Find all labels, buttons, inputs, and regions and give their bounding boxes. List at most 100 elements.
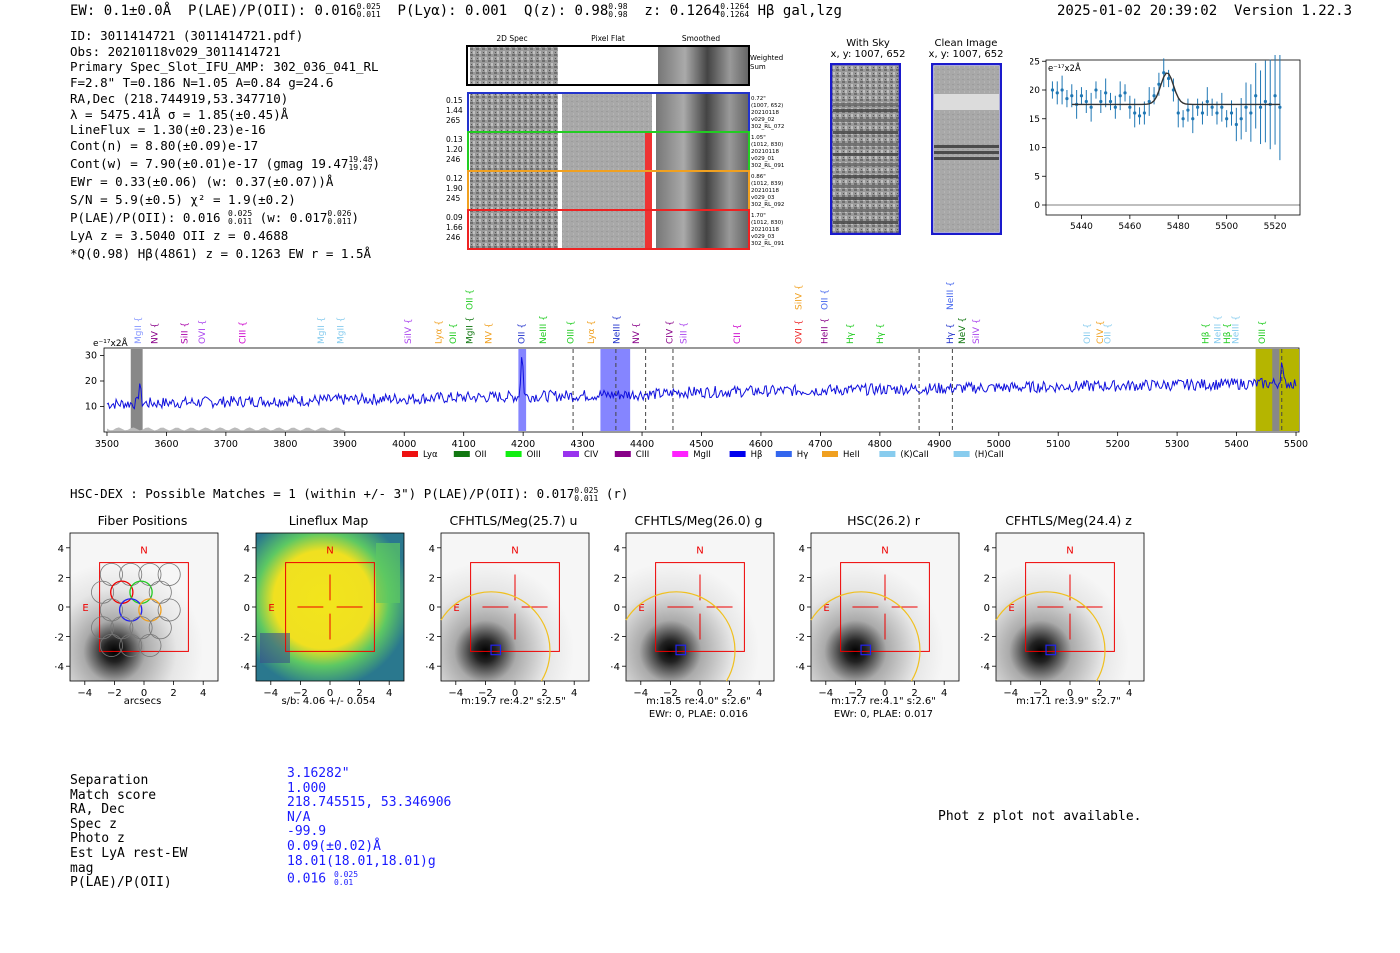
cutout-right-label: 1.05" — [751, 135, 766, 141]
panel-image: 4 2 0 −2 −4 −4 −2 0 2 4 N E — [611, 532, 775, 699]
ellipse-arc — [995, 591, 1106, 682]
tbl-val-matchscore: 1.000 — [287, 780, 327, 796]
tbl-mag: mag — [70, 860, 94, 876]
spec-xtick-label: 4200 — [511, 439, 535, 450]
clean-band — [934, 157, 999, 160]
zoom-xtick-label: 5520 — [1264, 222, 1287, 232]
tbl-val-radec: 218.745515, 53.346906 — [287, 795, 452, 811]
zoom-point — [1273, 94, 1277, 98]
zoom-point — [1070, 94, 1074, 98]
info-plae-lo: 0.011 — [228, 217, 253, 227]
noise-floor — [106, 427, 345, 431]
info-contn: Cont(n) = 8.80(±0.09)e-17 — [70, 137, 259, 153]
spec-xtick-label: 4800 — [868, 439, 892, 450]
spec-xtick-label: 4000 — [392, 439, 416, 450]
cutout-right-label: 302_RL_072 — [751, 124, 784, 130]
info-plae-row: P(LAE)/P(OII): 0.016 0.025 0.011 (w: 0.01… — [70, 210, 380, 227]
panel-title: CFHTLS/Meg(24.4) z — [1005, 513, 1132, 528]
line-label: MgII { — [317, 317, 327, 344]
panel-ytick-label: 0 — [799, 603, 805, 614]
spec-ytick-label: 20 — [85, 376, 97, 387]
cutout-gap — [558, 133, 562, 170]
legend-swatch — [729, 451, 746, 457]
legend-label: Hγ — [797, 450, 808, 460]
clean-band — [934, 151, 999, 154]
zoom-point — [1196, 105, 1200, 109]
panel-xtick-label: −4 — [1003, 688, 1018, 699]
header-qz-lo: 0.98 — [608, 10, 628, 19]
line-label: Hγ { — [846, 323, 856, 344]
info-plae-w-lo: 0.011 — [327, 217, 352, 227]
panel-caption-2: EWr: 0, PLAE: 0.017 — [833, 709, 934, 720]
aperture-box — [285, 562, 375, 652]
spectrum-yticks: 30 20 10 — [85, 351, 104, 413]
line-label: SiII { — [180, 322, 190, 344]
spectrum-legend: Lyα OII OIII CIV CIII MgII Hβ Hγ HeII (K)CaII (H)C… — [402, 450, 1004, 460]
zoom-ytick-label: 0 — [1034, 201, 1040, 211]
line-label: SiIV { — [404, 318, 414, 344]
tbl-specz: Spec z — [70, 816, 117, 832]
info-sn: S/N = 5.9(±0.5) χ² = 1.9(±0.2) — [70, 191, 296, 207]
zoom-point — [1157, 82, 1161, 86]
panel-caption: s/b: 4.06 +/- 0.054 — [281, 696, 376, 707]
zoom-xtick-label: 5460 — [1118, 222, 1141, 232]
clean-xy: x, y: 1007, 652 — [928, 49, 1004, 60]
panel-image-bg — [440, 532, 590, 682]
cutout-2d — [470, 133, 558, 170]
cutout-right-label: v029_03 — [751, 234, 775, 240]
info-plae-w: (w: 0.017 — [259, 209, 328, 225]
aperture-box — [1025, 562, 1115, 652]
info-contw-lo: 19.47 — [348, 163, 373, 173]
image-panel: CFHTLS/Meg(25.7) u 4 2 0 −2 −4 −4 −2 0 2 4 N Em:19.7… — [426, 511, 601, 711]
legend-swatch — [953, 451, 970, 457]
cutout-right-label: 20210118 — [751, 149, 779, 155]
tbl-plae: P(LAE)/P(OII) — [70, 875, 172, 891]
info-contw-hi: 19.48 — [348, 155, 373, 165]
tbl-photoz: Photo z — [70, 831, 125, 847]
zoom-xtick-label: 5500 — [1215, 222, 1238, 232]
panel-ytick-label: 2 — [799, 573, 805, 584]
panel-ytick-label: −4 — [241, 662, 250, 673]
cutout-right-label: 1.70" — [751, 213, 766, 219]
cutout-left-label: 246 — [446, 233, 461, 242]
zoom-point — [1128, 105, 1132, 109]
panel-image: 4 2 0 −2 −4 −4 −2 0 2 4 N E — [55, 532, 219, 699]
spec-xtick-label: 4500 — [689, 439, 713, 450]
panel-xtick-label: 4 — [571, 688, 577, 699]
line-label: Hγ { — [946, 323, 956, 344]
info-id: ID: 3011414721 (3011414721.pdf) — [70, 28, 304, 43]
panel-caption: m:19.7 re:4.2" s:2.5" — [461, 696, 566, 707]
panel-xtick-label: 4 — [756, 688, 762, 699]
info-lyaz: LyA z = 3.5040 OII z = 0.4688 — [70, 228, 289, 244]
panel-title: CFHTLS/Meg(25.7) u — [449, 513, 578, 528]
zoom-point — [1234, 122, 1238, 127]
sky-band — [833, 209, 898, 212]
spec-xtick-label: 5400 — [1224, 439, 1248, 450]
line-label: NeIII { — [1231, 315, 1241, 344]
panel-ytick-label: 0 — [429, 603, 435, 614]
panel-ytick-label: −2 — [796, 633, 805, 644]
cutout-gap — [652, 133, 656, 170]
panel-title: CFHTLS/Meg(26.0) g — [634, 513, 763, 528]
north-label: N — [696, 546, 703, 557]
panel-ytick-label: 2 — [984, 573, 990, 584]
line-label-upper: SiIV { — [794, 284, 804, 310]
line-label: OII { — [517, 323, 527, 344]
line-label: MgII { — [466, 317, 476, 344]
info-contw-end: ) — [372, 155, 381, 171]
cutout-2d — [470, 172, 558, 209]
north-label: N — [511, 546, 518, 557]
panel-caption: m:18.5 re:4.0" s:2.6" — [646, 696, 751, 707]
image-panel: HSC(26.2) r 4 2 0 −2 −4 −4 −2 0 2 4 N Em:17.7 re:4.1… — [796, 511, 971, 720]
line-label: SiII { — [680, 322, 690, 344]
cutout-flat — [562, 211, 652, 248]
panel-xtick-label: 2 — [170, 688, 176, 699]
zoom-data — [1050, 55, 1282, 161]
zoom-point — [1181, 117, 1185, 121]
spectral-line-labels: MgII {NV {SiII {OVI {CIII {MgII {MgII {S… — [134, 281, 1268, 344]
tbl-separation: Separation — [70, 773, 149, 788]
image-panel: CFHTLS/Meg(24.4) z 4 2 0 −2 −4 −4 −2 0 2 4 N Em:17.1… — [981, 511, 1156, 711]
header-ew: EW: 0.1±0.0Å — [70, 3, 172, 19]
cutout-left-label: 246 — [446, 155, 461, 164]
col-flat-label: Pixel Flat — [591, 34, 625, 43]
